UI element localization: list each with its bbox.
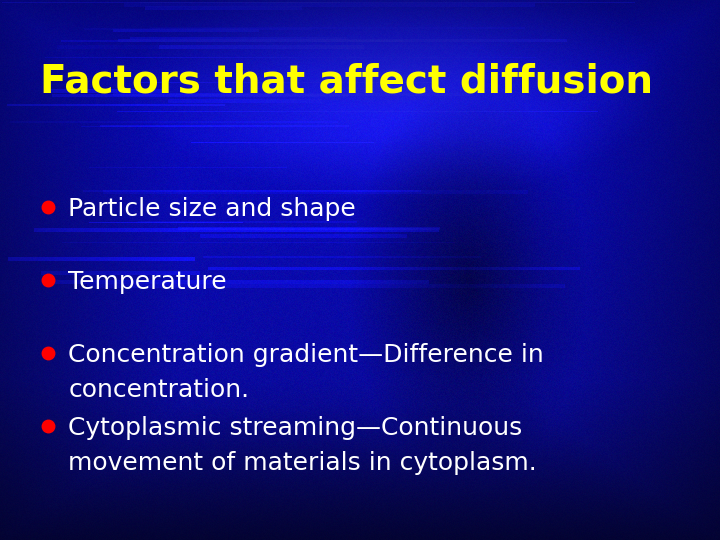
Text: Cytoplasmic streaming—Continuous: Cytoplasmic streaming—Continuous [68,416,523,440]
Text: Temperature: Temperature [68,270,227,294]
Text: concentration.: concentration. [68,378,250,402]
Text: Particle size and shape: Particle size and shape [68,197,356,221]
Text: movement of materials in cytoplasm.: movement of materials in cytoplasm. [68,451,537,475]
Text: Factors that affect diffusion: Factors that affect diffusion [40,62,652,100]
Text: Concentration gradient—Difference in: Concentration gradient—Difference in [68,343,544,367]
